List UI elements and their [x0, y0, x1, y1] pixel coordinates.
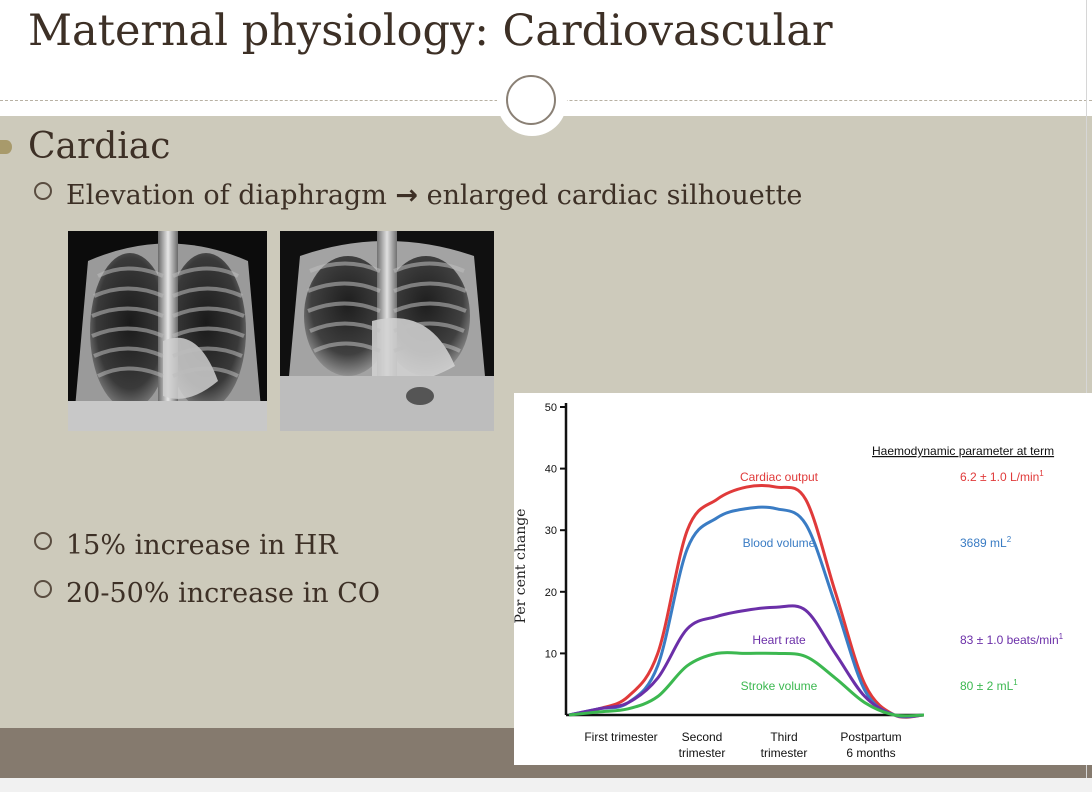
bullet-dot-icon [0, 140, 12, 154]
series-label: Cardiac output [740, 470, 819, 484]
term-value: 3689 mL2 [960, 535, 1012, 550]
bullet-hr: 15% increase in HR [34, 530, 338, 561]
ornament-ring [506, 75, 556, 125]
bullet-diaphragm-prefix: Elevation of diaphragm [66, 180, 396, 211]
x-category-label: First trimester [584, 730, 657, 744]
y-tick-label: 20 [545, 587, 557, 599]
bullet-hr-text: 15% increase in HR [66, 530, 338, 561]
term-value: 83 ± 1.0 beats/min1 [960, 632, 1064, 647]
bullet-co: 20-50% increase in CO [34, 578, 380, 609]
x-category-label: Second trimester [679, 730, 726, 760]
y-tick-label: 40 [545, 464, 557, 476]
cardiac-output-line [568, 484, 925, 719]
xray-image-pregnant [280, 231, 494, 431]
stroke-volume-line [568, 650, 925, 718]
y-tick-label: 30 [545, 525, 557, 537]
xray-image-normal [68, 231, 267, 431]
footer-strip [0, 778, 1092, 792]
haemodynamic-chart: Per cent change 10 20 30 40 50 First trimest… [513, 393, 1092, 765]
y-tick-label: 50 [545, 402, 557, 414]
table-header: Haemodynamic parameter at term [872, 444, 1054, 458]
heart-rate-line [568, 604, 925, 718]
bullet-diaphragm: Elevation of diaphragm → enlarged cardia… [34, 180, 802, 211]
bullet-diaphragm-suffix: enlarged cardiac silhouette [418, 180, 803, 211]
chart-svg: Per cent change 10 20 30 40 50 First trimest… [513, 402, 1064, 760]
y-tick-label: 10 [545, 648, 557, 660]
hollow-bullet-icon [34, 580, 52, 598]
x-category-label: Postpartum 6 months [840, 730, 901, 760]
divider-ornament [497, 66, 567, 136]
y-axis-label: Per cent change [514, 509, 529, 624]
bullet-co-text: 20-50% increase in CO [66, 578, 381, 609]
hollow-bullet-icon [34, 532, 52, 550]
series-label: Heart rate [752, 633, 806, 647]
x-category-label: Third trimester [761, 730, 808, 760]
slide-edge [1086, 0, 1087, 778]
series-label: Stroke volume [741, 679, 818, 693]
heading-cardiac: Cardiac [28, 126, 171, 167]
series-label: Blood volume [743, 536, 816, 550]
hollow-bullet-icon [34, 182, 52, 200]
term-value: 80 ± 2 mL1 [960, 678, 1018, 693]
slide-title: Maternal physiology: Cardiovascular [28, 6, 833, 56]
term-value: 6.2 ± 1.0 L/min1 [960, 469, 1044, 484]
arrow-right-icon: → [395, 180, 419, 211]
